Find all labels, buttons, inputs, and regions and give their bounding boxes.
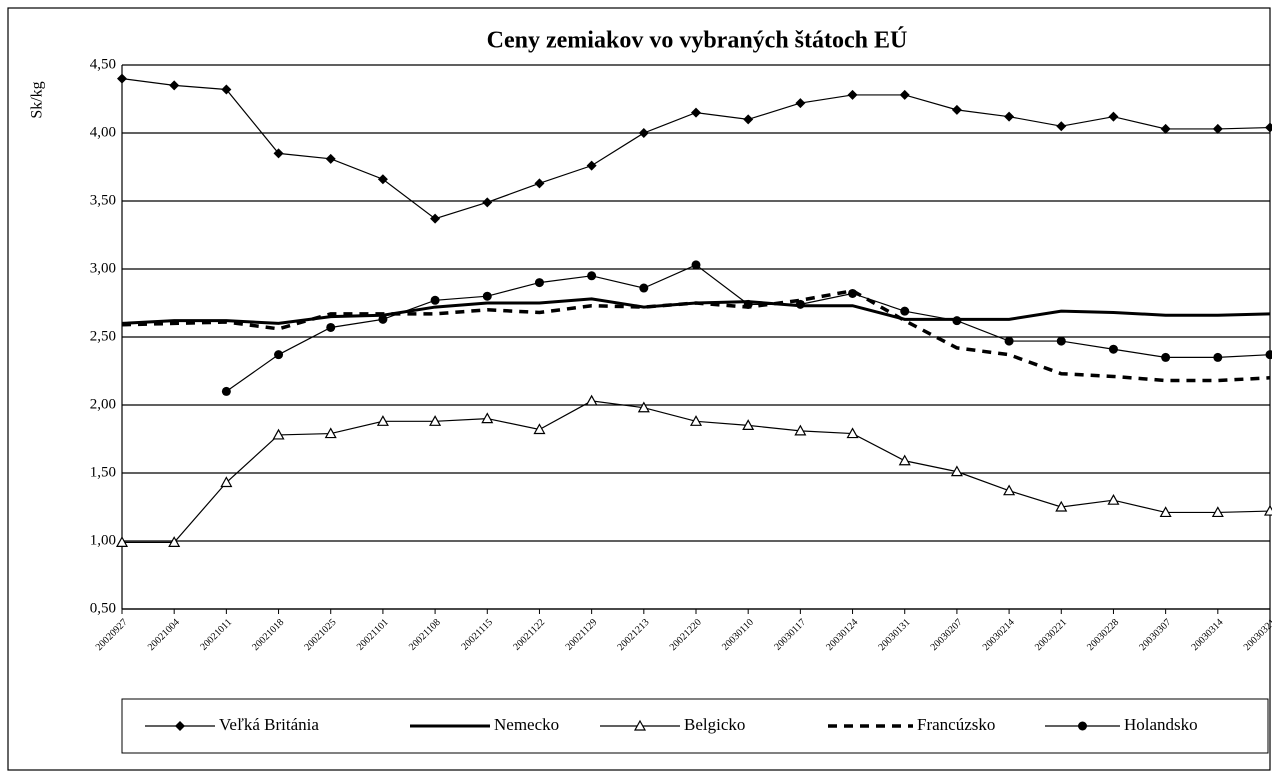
triangle-marker xyxy=(1055,500,1068,512)
legend-label: Nemecko xyxy=(494,715,559,734)
triangle-marker xyxy=(168,536,181,547)
triangle-marker xyxy=(533,423,546,435)
diamond-marker xyxy=(1108,111,1119,122)
circle-marker xyxy=(952,316,962,326)
diamond-marker xyxy=(175,721,185,731)
diamond-marker xyxy=(1004,111,1015,122)
circle-marker xyxy=(274,350,284,360)
circle-marker xyxy=(326,322,336,332)
triangle-marker xyxy=(272,428,285,440)
circle-marker xyxy=(1056,336,1066,346)
triangle-marker xyxy=(637,401,650,413)
diamond-marker xyxy=(221,84,232,95)
triangle-marker xyxy=(689,415,703,426)
y-axis-label: Sk/kg xyxy=(29,81,46,118)
triangle-marker xyxy=(742,419,755,430)
diamond-marker xyxy=(951,104,962,115)
y-tick-label: 0,50 xyxy=(90,600,116,616)
chart-frame xyxy=(7,7,1271,771)
diamond-marker xyxy=(1212,123,1223,134)
triangle-marker xyxy=(950,465,963,477)
legend-label: Francúzsko xyxy=(917,715,995,734)
triangle-marker xyxy=(1263,504,1272,516)
y-tick-label: 3,50 xyxy=(90,192,116,208)
triangle-marker xyxy=(324,427,337,439)
triangle-marker xyxy=(585,394,598,406)
diamond-marker xyxy=(117,73,127,84)
diamond-marker xyxy=(1265,122,1272,133)
triangle-marker xyxy=(429,415,442,426)
legend-label: Belgicko xyxy=(684,715,745,734)
diamond-marker xyxy=(1056,121,1067,132)
triangle-marker xyxy=(794,424,807,436)
diamond-marker xyxy=(743,114,754,125)
circle-marker xyxy=(639,283,649,293)
triangle-marker xyxy=(376,415,389,426)
series-line xyxy=(121,288,1271,383)
diamond-marker xyxy=(899,89,910,100)
diamond-marker xyxy=(273,148,284,159)
legend-box xyxy=(121,698,1269,754)
y-tick-label: 2,00 xyxy=(90,396,116,412)
diamond-marker xyxy=(430,213,441,224)
circle-marker xyxy=(430,295,440,305)
y-tick-label: 4,50 xyxy=(90,56,116,72)
y-tick-label: 1,00 xyxy=(90,532,116,548)
triangle-marker xyxy=(846,427,859,439)
diamond-marker xyxy=(482,197,493,208)
triangle-marker xyxy=(115,536,129,547)
circle-marker xyxy=(534,278,544,288)
circle-marker xyxy=(1265,350,1272,360)
triangle-marker xyxy=(220,476,233,488)
diamond-marker xyxy=(847,89,858,100)
circle-marker xyxy=(848,288,858,298)
circle-marker xyxy=(1004,336,1014,346)
circle-marker xyxy=(587,271,597,281)
circle-marker xyxy=(795,299,805,309)
circle-marker xyxy=(691,260,701,270)
y-tick-label: 1,50 xyxy=(90,464,116,480)
triangle-marker xyxy=(633,719,647,731)
triangle-marker xyxy=(898,454,911,466)
circle-marker xyxy=(1161,352,1171,362)
y-tick-label: 3,00 xyxy=(90,260,116,276)
circle-marker xyxy=(1078,721,1087,731)
triangle-marker xyxy=(481,412,494,424)
y-tick-label: 4,00 xyxy=(90,124,116,140)
diamond-marker xyxy=(691,107,701,118)
chart-title: Ceny zemiakov vo vybraných štátoch EÚ xyxy=(487,28,908,54)
triangle-marker xyxy=(1159,506,1172,518)
diamond-marker xyxy=(795,98,806,109)
circle-marker xyxy=(378,314,388,324)
legend-label: Veľká Británia xyxy=(219,715,319,734)
circle-marker xyxy=(482,291,492,301)
y-tick-label: 2,50 xyxy=(90,328,116,344)
circle-marker xyxy=(1108,344,1118,354)
circle-marker xyxy=(743,299,753,309)
diamond-marker xyxy=(586,160,597,171)
circle-marker xyxy=(1213,352,1223,362)
diamond-marker xyxy=(169,80,180,91)
circle-marker xyxy=(900,306,910,316)
diamond-marker xyxy=(325,153,336,164)
diamond-marker xyxy=(377,174,388,185)
triangle-marker xyxy=(1211,506,1224,518)
triangle-marker xyxy=(1107,493,1120,505)
triangle-marker xyxy=(1003,484,1016,496)
circle-marker xyxy=(221,386,231,396)
diamond-marker xyxy=(534,178,545,189)
diamond-marker xyxy=(1160,123,1171,134)
diamond-marker xyxy=(638,128,649,138)
legend-label: Holandsko xyxy=(1124,715,1198,734)
